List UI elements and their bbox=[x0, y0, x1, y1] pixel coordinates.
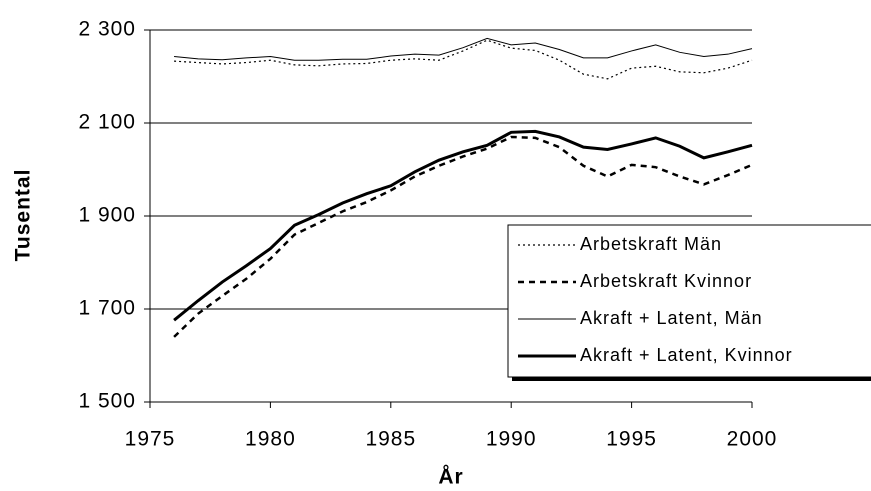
x-tick-label: 2000 bbox=[727, 428, 778, 451]
series-line bbox=[173, 135, 753, 338]
x-tick-label: 1975 bbox=[125, 428, 176, 451]
y-tick-label: 1 500 bbox=[78, 390, 136, 413]
y-axis-title: Tusental bbox=[12, 169, 35, 262]
legend bbox=[507, 224, 871, 378]
x-tick-label: 1980 bbox=[245, 428, 296, 451]
legend-label: Arbetskraft Män bbox=[580, 234, 722, 254]
y-tick-label: 1 700 bbox=[78, 297, 136, 320]
y-tick-label: 2 300 bbox=[78, 18, 136, 41]
series-line bbox=[174, 37, 753, 61]
y-tick-label: 2 100 bbox=[78, 111, 136, 134]
series-line bbox=[173, 129, 753, 322]
legend-label: Akraft + Latent, Kvinnor bbox=[580, 345, 793, 365]
legend-label: Akraft + Latent, Män bbox=[580, 308, 763, 328]
x-tick-label: 1990 bbox=[486, 428, 537, 451]
legend-label: Arbetskraft Kvinnor bbox=[580, 271, 752, 291]
x-axis-title: År bbox=[438, 465, 463, 489]
series-line bbox=[174, 39, 753, 80]
y-tick-label: 1 900 bbox=[78, 204, 136, 227]
x-tick-label: 1985 bbox=[365, 428, 416, 451]
x-tick-label: 1995 bbox=[606, 428, 657, 451]
